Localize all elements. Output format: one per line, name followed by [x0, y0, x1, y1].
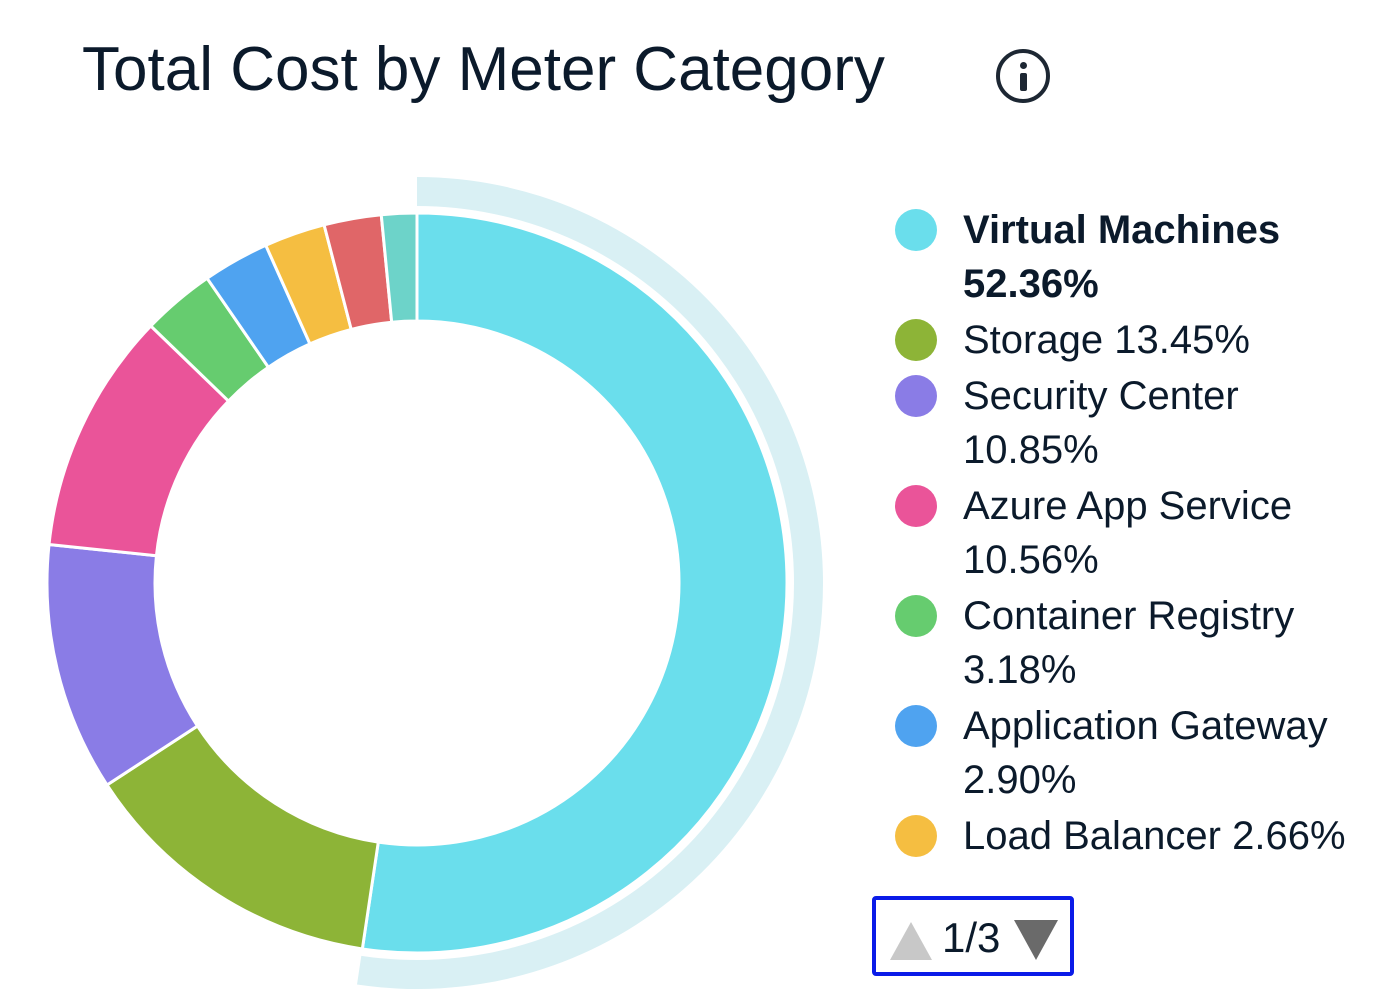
legend-value: 2.66% — [1232, 814, 1346, 858]
info-icon[interactable] — [996, 49, 1050, 103]
legend-label: Application Gateway — [963, 704, 1328, 748]
legend-value: 3.18% — [963, 648, 1077, 692]
page-indicator: 1/3 — [942, 914, 1001, 961]
legend-swatch — [895, 375, 937, 417]
legend-value: 52.36% — [963, 262, 1099, 306]
legend-value: 10.85% — [963, 428, 1099, 472]
legend-item[interactable]: Load Balancer 2.66% — [890, 809, 1370, 863]
slice-virtual-machines[interactable] — [360, 211, 789, 955]
legend-swatch — [895, 209, 937, 251]
legend-value: 10.56% — [963, 538, 1099, 582]
legend-label: Container Registry — [963, 594, 1295, 638]
legend-value: 13.45% — [1114, 318, 1250, 362]
legend-swatch — [895, 595, 937, 637]
legend-swatch — [895, 485, 937, 527]
chart-title: Total Cost by Meter Category — [82, 35, 885, 104]
legend: Virtual Machines 52.36% Storage 13.45% Sec… — [890, 203, 1370, 893]
legend-swatch — [895, 815, 937, 857]
legend-label: Security Center — [963, 374, 1239, 418]
legend-swatch — [895, 705, 937, 747]
legend-item[interactable]: Application Gateway 2.90% — [890, 699, 1370, 807]
legend-item[interactable]: Virtual Machines 52.36% — [890, 203, 1370, 311]
legend-label: Azure App Service — [963, 484, 1293, 528]
legend-label: Load Balancer — [963, 814, 1221, 858]
legend-item[interactable]: Security Center 10.85% — [890, 369, 1370, 477]
donut-chart — [45, 177, 824, 989]
legend-pager: 1/3 — [872, 896, 1074, 976]
slice-other-8[interactable] — [379, 211, 419, 324]
legend-label: Storage — [963, 318, 1104, 362]
legend-item[interactable]: Storage 13.45% — [890, 313, 1370, 367]
legend-value: 2.90% — [963, 758, 1077, 802]
legend-item[interactable]: Container Registry 3.18% — [890, 589, 1370, 697]
legend-label: Virtual Machines — [963, 208, 1281, 252]
page-down-icon[interactable] — [1014, 920, 1058, 960]
legend-swatch — [895, 319, 937, 361]
legend-item[interactable]: Azure App Service 10.56% — [890, 479, 1370, 587]
page-up-icon[interactable] — [890, 922, 932, 960]
